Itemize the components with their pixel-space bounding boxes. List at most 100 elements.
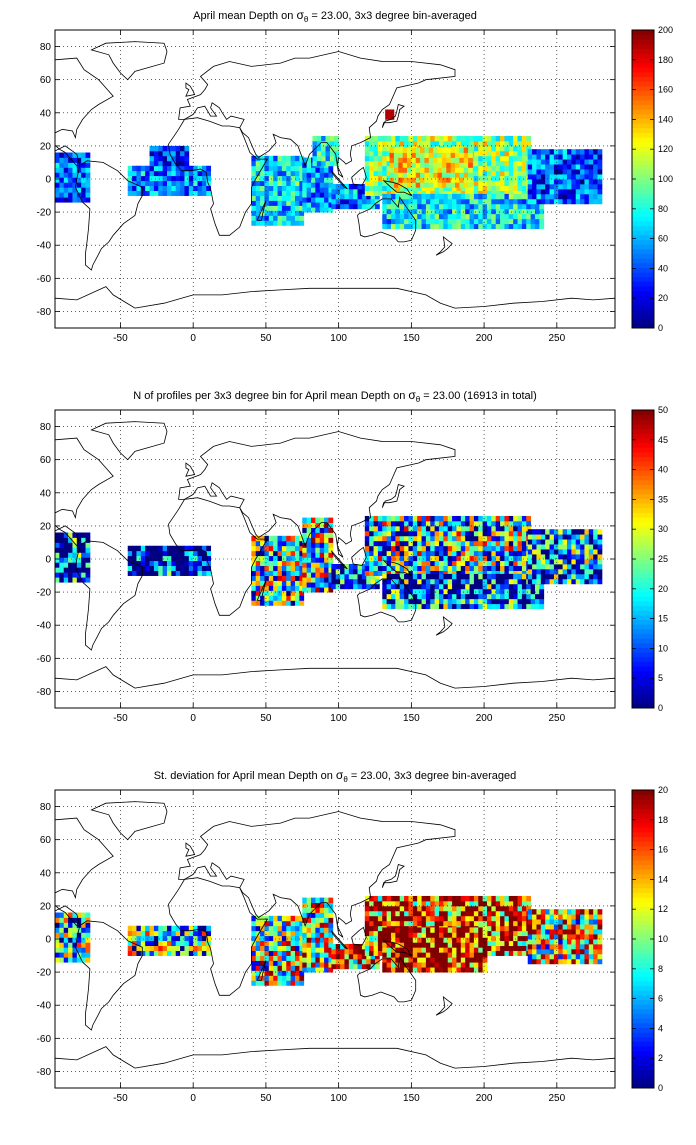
heatmap-bin	[386, 588, 392, 595]
heatmap-bin	[281, 940, 287, 947]
heatmap-bin	[68, 932, 73, 938]
heatmap-bin	[260, 535, 265, 542]
heatmap-bin	[251, 925, 257, 932]
heatmap-bin	[545, 939, 550, 945]
colorbar-segment	[632, 95, 654, 101]
heatmap-bin	[149, 190, 155, 196]
heatmap-bin	[408, 927, 414, 933]
heatmap-bin	[72, 552, 78, 558]
heatmap-bin	[452, 593, 457, 600]
x-tick-label: 50	[260, 333, 272, 344]
heatmap-bin	[290, 170, 296, 177]
heatmap-bin	[201, 180, 207, 187]
heatmap-bin	[373, 895, 379, 902]
heatmap-bin	[597, 943, 603, 950]
heatmap-bin	[513, 583, 518, 590]
heatmap-bin	[508, 910, 514, 917]
x-tick-label: 0	[190, 333, 196, 344]
heatmap-bin	[513, 930, 518, 937]
heatmap-bin	[85, 552, 91, 558]
heatmap-bin	[344, 963, 350, 970]
heatmap-bin	[491, 193, 497, 200]
heatmap-bin	[321, 160, 326, 167]
heatmap-bin	[482, 208, 488, 215]
heatmap-bin	[571, 929, 577, 935]
heatmap-bin	[482, 910, 488, 917]
heatmap-bin	[500, 223, 505, 230]
heatmap-bin	[306, 562, 312, 568]
heatmap-bin	[473, 185, 479, 191]
heatmap-bin	[63, 562, 69, 568]
heatmap-bin	[439, 565, 444, 571]
heatmap-bin	[193, 550, 198, 557]
heatmap-bin	[153, 550, 159, 557]
heatmap-bin	[455, 152, 460, 158]
heatmap-bin	[482, 160, 488, 167]
heatmap-bin	[527, 948, 533, 955]
heatmap-bin	[469, 190, 475, 196]
heatmap-bin	[539, 598, 545, 605]
heatmap-bin	[357, 958, 363, 965]
heatmap-bin	[452, 588, 457, 595]
heatmap-bin	[72, 192, 78, 198]
heatmap-bin	[408, 208, 414, 215]
heatmap-bin	[255, 590, 261, 596]
heatmap-bin	[286, 920, 292, 927]
heatmap-bin	[319, 527, 325, 533]
heatmap-bin	[59, 542, 65, 548]
heatmap-bin	[545, 149, 550, 155]
heatmap-bin	[567, 544, 572, 550]
heatmap-bin	[532, 578, 537, 585]
heatmap-bin	[197, 565, 203, 571]
heatmap-bin	[377, 515, 383, 522]
heatmap-bin	[469, 213, 475, 220]
heatmap-bin	[545, 578, 550, 585]
heatmap-bin	[373, 530, 379, 537]
heatmap-bin	[299, 575, 305, 581]
heatmap-bin	[456, 198, 462, 205]
heatmap-bin	[527, 934, 533, 940]
heatmap-bin	[321, 150, 326, 157]
heatmap-bin	[535, 598, 540, 605]
heatmap-bin	[443, 895, 449, 902]
heatmap-bin	[526, 218, 532, 225]
heatmap-bin	[162, 190, 168, 196]
heatmap-bin	[545, 529, 550, 535]
heatmap-bin	[452, 190, 457, 196]
heatmap-bin	[452, 570, 457, 576]
heatmap-bin	[434, 927, 440, 933]
heatmap-bin	[268, 545, 274, 552]
heatmap-bin	[513, 185, 518, 191]
heatmap-bin	[324, 967, 329, 973]
heatmap-bin	[562, 169, 568, 175]
heatmap-bin	[527, 539, 533, 545]
heatmap-bin	[452, 905, 457, 912]
colorbar-segment	[632, 850, 654, 856]
heatmap-bin	[433, 182, 438, 188]
heatmap-bin	[535, 218, 540, 225]
heatmap-bin	[584, 179, 590, 185]
heatmap-bin	[465, 905, 470, 912]
heatmap-bin	[329, 155, 335, 162]
heatmap-bin	[404, 555, 409, 562]
heatmap-bin	[536, 948, 542, 955]
heatmap-bin	[430, 535, 436, 542]
heatmap-bin	[158, 945, 164, 951]
heatmap-bin	[443, 927, 449, 933]
heatmap-bin	[140, 925, 146, 932]
heatmap-bin	[421, 545, 427, 552]
heatmap-bin	[344, 568, 350, 575]
heatmap-bin	[460, 203, 466, 210]
heatmap-bin	[460, 570, 466, 576]
heatmap-bin	[382, 530, 388, 537]
heatmap-bin	[439, 218, 444, 225]
heatmap-bin	[59, 157, 65, 163]
heatmap-bin	[495, 900, 501, 907]
heatmap-bin	[447, 962, 453, 968]
heatmap-bin	[136, 940, 142, 947]
heatmap-bin	[504, 218, 510, 225]
heatmap-bin	[264, 915, 270, 922]
heatmap-bin	[545, 924, 550, 930]
heatmap-bin	[549, 159, 555, 165]
heatmap-bin	[508, 520, 514, 527]
